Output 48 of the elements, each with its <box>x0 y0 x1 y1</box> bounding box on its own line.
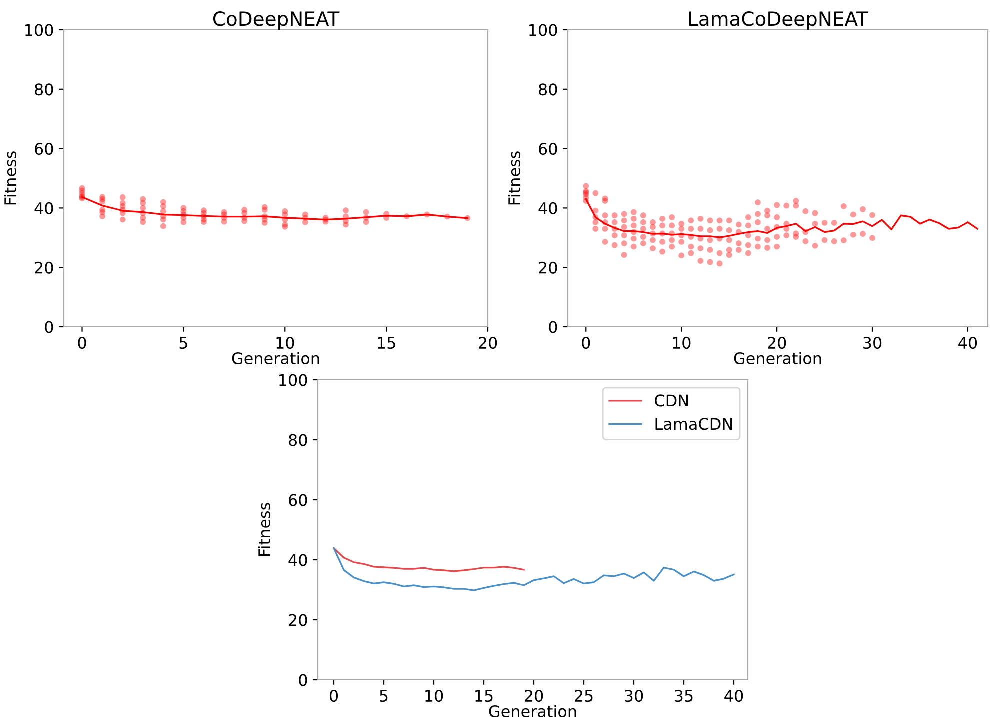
x-tick-label: 30 <box>625 690 644 702</box>
x-tick-label: 20 <box>479 337 498 350</box>
y-tick-label: 40 <box>538 202 558 214</box>
x-tick-label: 0 <box>582 337 590 350</box>
y-tick-label: 0 <box>45 321 54 334</box>
x-axis-title: Generation <box>232 352 320 365</box>
x-tick-label: 15 <box>378 337 396 350</box>
x-tick-label: 0 <box>330 690 338 702</box>
x-tick-label: 20 <box>525 690 544 702</box>
y-tick-label: 40 <box>34 202 54 214</box>
x-tick-label: 5 <box>180 337 188 350</box>
y-tick-label: 80 <box>539 84 558 96</box>
x-tick-label: 10 <box>426 690 444 702</box>
y-tick-label: 100 <box>280 374 308 386</box>
x-tick-label: 0 <box>78 337 86 350</box>
y-tick-label: 100 <box>26 24 54 36</box>
legend-label: LamaCDN <box>656 418 732 430</box>
y-tick-label: 20 <box>289 614 308 626</box>
chart-title: CoDeepNEAT <box>213 12 340 30</box>
legend-label: CDN <box>655 394 688 407</box>
x-tick-label: 35 <box>675 690 693 702</box>
x-tick-label: 20 <box>768 337 786 350</box>
y-axis-title: Fitness <box>258 503 271 556</box>
x-tick-label: 40 <box>724 690 744 702</box>
x-tick-label: 40 <box>958 337 978 350</box>
y-axis-title: Fitness <box>4 152 17 205</box>
line-series <box>333 547 735 592</box>
y-tick-label: 0 <box>299 674 308 686</box>
x-tick-label: 5 <box>380 690 388 702</box>
chart-title: LamaCoDeepNEAT <box>689 12 868 30</box>
x-tick-label: 15 <box>476 690 493 702</box>
y-tick-label: 20 <box>539 262 558 274</box>
y-tick-label: 0 <box>549 321 558 334</box>
line-series <box>333 547 525 572</box>
y-tick-label: 60 <box>539 143 558 156</box>
x-axis-title: Generation <box>734 352 822 365</box>
x-tick-label: 10 <box>673 337 691 350</box>
y-tick-label: 80 <box>35 84 54 96</box>
y-tick-label: 100 <box>530 24 558 36</box>
y-tick-label: 40 <box>288 554 308 566</box>
x-tick-label: 25 <box>575 690 593 702</box>
y-tick-label: 60 <box>35 143 54 156</box>
y-tick-label: 20 <box>35 262 54 274</box>
y-tick-label: 80 <box>289 434 308 446</box>
y-axis-title: Fitness <box>508 152 521 205</box>
x-tick-label: 10 <box>276 337 294 350</box>
y-tick-label: 60 <box>289 494 308 506</box>
x-tick-label: 30 <box>864 337 882 350</box>
